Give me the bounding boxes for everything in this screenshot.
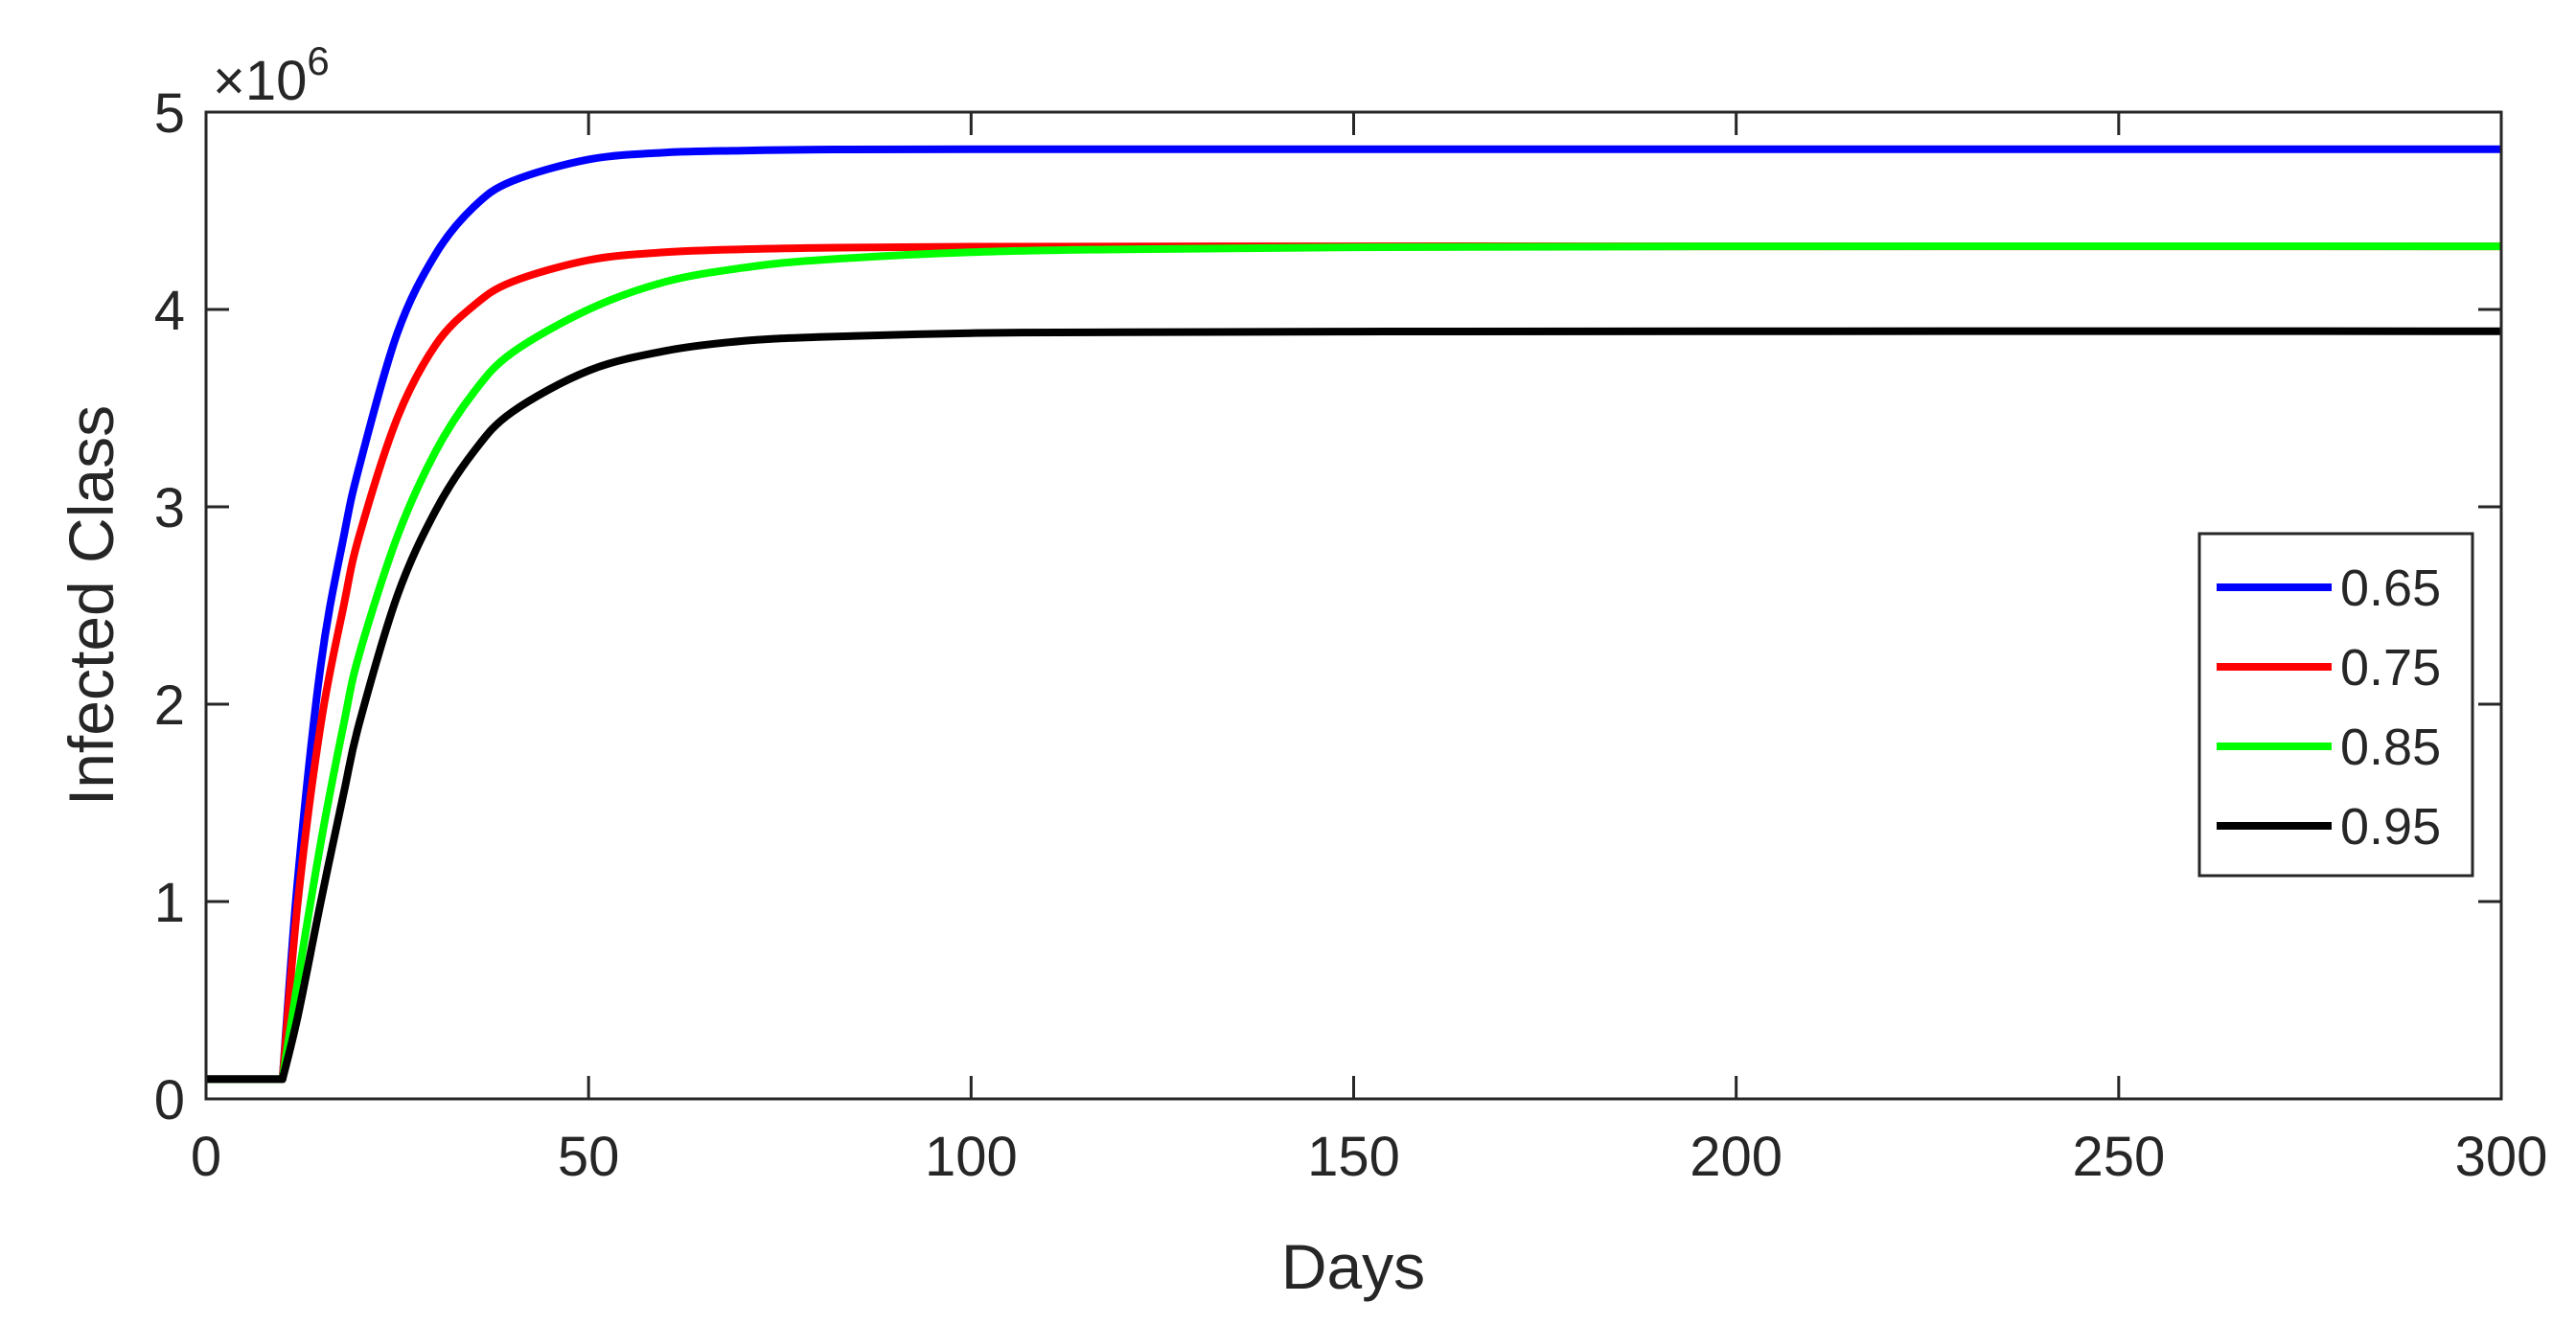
y-tick-label: 5 bbox=[154, 82, 185, 145]
x-tick-label: 0 bbox=[191, 1126, 221, 1188]
y-tick-label: 1 bbox=[154, 872, 185, 934]
series-line-0.85 bbox=[206, 242, 2501, 1084]
legend-label: 0.75 bbox=[2340, 639, 2441, 697]
x-tick-label: 50 bbox=[558, 1126, 620, 1188]
legend-label: 0.95 bbox=[2340, 798, 2441, 856]
x-axis-ticks: 0 50 100 150 200 250 300 bbox=[191, 112, 2548, 1188]
legend-label: 0.85 bbox=[2340, 719, 2441, 776]
plot-area bbox=[206, 145, 2501, 1084]
y-axis-ticks: 0 1 2 3 4 5 bbox=[154, 82, 2501, 1131]
y-tick-label: 3 bbox=[154, 477, 185, 539]
x-tick-label: 150 bbox=[1307, 1126, 1400, 1188]
y-tick-label: 2 bbox=[154, 674, 185, 737]
legend-label: 0.65 bbox=[2340, 560, 2441, 617]
legend: 0.65 0.75 0.85 0.95 bbox=[2197, 532, 2474, 878]
series-line-0.95 bbox=[206, 327, 2501, 1084]
x-tick-label: 100 bbox=[925, 1126, 1018, 1188]
y-axis-exponent: ×106 bbox=[213, 38, 330, 112]
x-axis-label: Days bbox=[1281, 1231, 1425, 1302]
x-tick-label: 300 bbox=[2455, 1126, 2548, 1188]
y-axis-exponent-power: 6 bbox=[307, 38, 329, 83]
series-line-0.65 bbox=[206, 145, 2501, 1084]
y-tick-label: 4 bbox=[154, 280, 185, 342]
y-axis-exponent-base: ×10 bbox=[213, 50, 307, 112]
y-axis-label: Infected Class bbox=[56, 405, 126, 806]
x-tick-label: 250 bbox=[2072, 1126, 2165, 1188]
y-tick-label: 0 bbox=[154, 1069, 185, 1131]
x-tick-label: 200 bbox=[1690, 1126, 1782, 1188]
series-layer bbox=[206, 145, 2501, 1084]
